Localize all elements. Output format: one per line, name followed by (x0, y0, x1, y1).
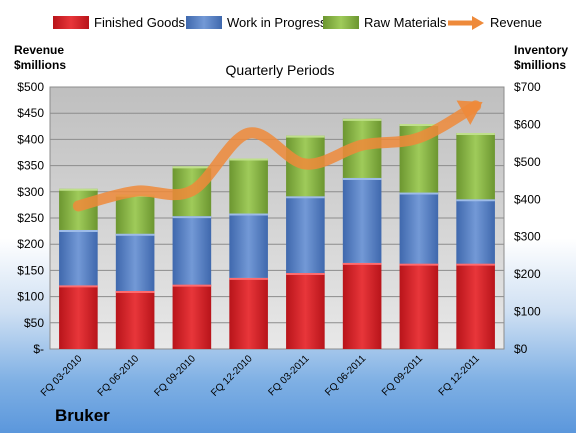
legend-item-revenue: Revenue (448, 15, 542, 30)
legend-label-revenue: Revenue (490, 15, 542, 30)
revenue-line (72, 100, 483, 212)
left-tick-label: $500 (17, 80, 44, 94)
left-tick-label: $100 (17, 290, 44, 304)
bar-work-in-progress (115, 233, 155, 291)
x-tick-label: FQ 12-2011 (437, 353, 482, 398)
bar-finished-goods (172, 284, 212, 349)
revenue-point (362, 145, 363, 146)
bar-work-in-progress (456, 199, 495, 264)
bar-raw-materials (456, 133, 495, 200)
left-axis-ticks: $- $50 $100 $150 $200 $250 $300 $350 $400 $450 $50… (17, 80, 44, 356)
x-tick-label: FQ 09-2011 (380, 353, 425, 398)
legend-label-finished-goods: Finished Goods (94, 15, 186, 30)
revenue-point (418, 137, 419, 138)
bar-finished-goods (342, 262, 382, 349)
right-tick-label: $300 (514, 230, 541, 244)
legend-item-raw-materials: Raw Materials (323, 15, 447, 30)
left-tick-label: $50 (24, 316, 44, 330)
bar-finished-goods (286, 273, 325, 349)
x-axis-ticks: FQ 03-2010 FQ 06-2010 FQ 09-2010 FQ 12-2010… (39, 353, 482, 399)
bar-finished-goods (399, 263, 439, 349)
revenue-point (248, 133, 249, 134)
left-tick-label: $- (33, 342, 44, 356)
bar-work-in-progress (59, 229, 98, 286)
bar-work-in-progress (229, 213, 268, 278)
right-tick-label: $700 (514, 80, 541, 94)
legend: Finished Goods Work in Progress Raw Mate… (53, 15, 542, 30)
bar-finished-goods (59, 285, 98, 349)
x-tick-label: FQ 06-2010 (96, 353, 142, 399)
legend-swatch-raw-materials (323, 16, 359, 29)
legend-swatch-work-in-progress (186, 16, 222, 29)
bar-work-in-progress (342, 177, 382, 263)
left-tick-label: $350 (17, 159, 44, 173)
right-axis-title-line1: Inventory (514, 43, 568, 57)
left-tick-label: $200 (17, 237, 44, 251)
right-axis-title-line2: $millions (514, 58, 566, 72)
bar-raw-materials (115, 194, 155, 234)
right-tick-label: $600 (514, 117, 541, 131)
bar-work-in-progress (286, 196, 325, 274)
bars (59, 118, 495, 349)
x-tick-label: FQ 03-2010 (39, 353, 85, 399)
left-tick-label: $450 (17, 106, 44, 120)
x-tick-label: FQ 12-2010 (209, 353, 255, 399)
bar-finished-goods (456, 263, 495, 349)
right-tick-label: $500 (514, 155, 541, 169)
legend-item-work-in-progress: Work in Progress (186, 15, 327, 30)
legend-swatch-finished-goods (53, 16, 89, 29)
right-tick-label: $0 (514, 342, 528, 356)
left-tick-label: $300 (17, 185, 44, 199)
bar-work-in-progress (399, 192, 439, 264)
legend-label-work-in-progress: Work in Progress (227, 15, 327, 30)
left-axis-title-line1: Revenue (14, 43, 64, 57)
company-name: Bruker (55, 406, 110, 425)
right-tick-label: $400 (514, 192, 541, 206)
right-tick-label: $100 (514, 305, 541, 319)
bar-work-in-progress (172, 216, 212, 285)
revenue-arrowhead (456, 100, 483, 125)
revenue-point (78, 205, 79, 206)
left-tick-label: $150 (17, 263, 44, 277)
revenue-point (305, 164, 306, 165)
x-tick-label: FQ 09-2010 (152, 353, 198, 399)
bar-raw-materials (229, 158, 268, 214)
revenue-point (191, 190, 192, 191)
left-axis-title-line2: $millions (14, 58, 66, 72)
bar-finished-goods (229, 277, 268, 349)
left-tick-label: $250 (17, 211, 44, 225)
revenue-point (135, 191, 136, 192)
x-tick-label: FQ 06-2011 (323, 353, 368, 398)
legend-item-finished-goods: Finished Goods (53, 15, 186, 30)
bar-finished-goods (115, 290, 155, 349)
chart-title: Quarterly Periods (226, 62, 335, 78)
x-tick-label: FQ 03-2011 (267, 353, 312, 398)
right-tick-label: $200 (514, 267, 541, 281)
left-tick-label: $400 (17, 132, 44, 146)
legend-label-raw-materials: Raw Materials (364, 15, 447, 30)
revenue-line-path (72, 100, 482, 212)
right-axis-ticks: $0 $100 $200 $300 $400 $500 $600 $700 (514, 80, 541, 356)
legend-arrow-revenue (472, 16, 484, 30)
